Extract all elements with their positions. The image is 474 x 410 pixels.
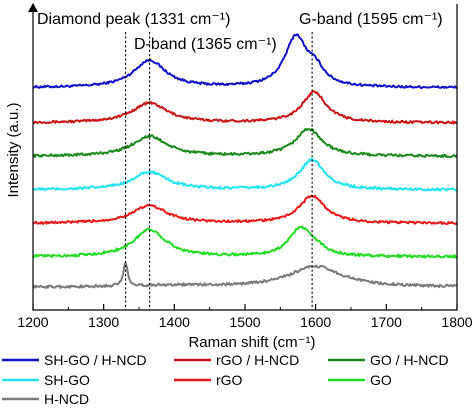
series-line [33, 33, 457, 90]
legend-label: SH-GO / H-NCD [44, 352, 147, 368]
x-tick-label: 1800 [441, 314, 472, 330]
series-line [33, 128, 457, 159]
y-axis-label: Intensity (a.u.) [5, 102, 22, 197]
x-tick-label: 1700 [371, 314, 402, 330]
series-line [33, 157, 457, 192]
series-line [33, 261, 457, 289]
x-tick-label: 1600 [300, 314, 331, 330]
series-line [33, 225, 457, 259]
legend: SH-GO / H-NCD rGO / H-NCD GO / H-NCD SH-GO r… [2, 352, 449, 407]
y-axis-arrowhead [28, 3, 38, 12]
legend-label: GO [370, 372, 392, 388]
x-tick-label: 1300 [88, 314, 119, 330]
x-tick-label: 1500 [229, 314, 260, 330]
legend-label: rGO / H-NCD [216, 352, 299, 368]
annotation-d-band: D-band (1365 cm⁻¹) [134, 36, 277, 53]
legend-label: H-NCD [44, 391, 89, 407]
annotation-diamond-peak: Diamond peak (1331 cm⁻¹) [37, 11, 230, 28]
annotation-g-band: G-band (1595 cm⁻¹) [299, 11, 443, 28]
legend-label: GO / H-NCD [370, 352, 449, 368]
x-tick-label: 1400 [159, 314, 190, 330]
series-line [33, 194, 457, 225]
legend-label: rGO [216, 372, 243, 388]
x-axis-label: Raman shift (cm⁻¹) [188, 334, 315, 351]
series-traces [33, 33, 457, 289]
legend-label: SH-GO [44, 372, 90, 388]
x-axis-ticks: 1200 1300 1400 1500 1600 1700 1800 [17, 304, 473, 330]
x-tick-label: 1200 [17, 314, 48, 330]
series-line [33, 90, 457, 125]
